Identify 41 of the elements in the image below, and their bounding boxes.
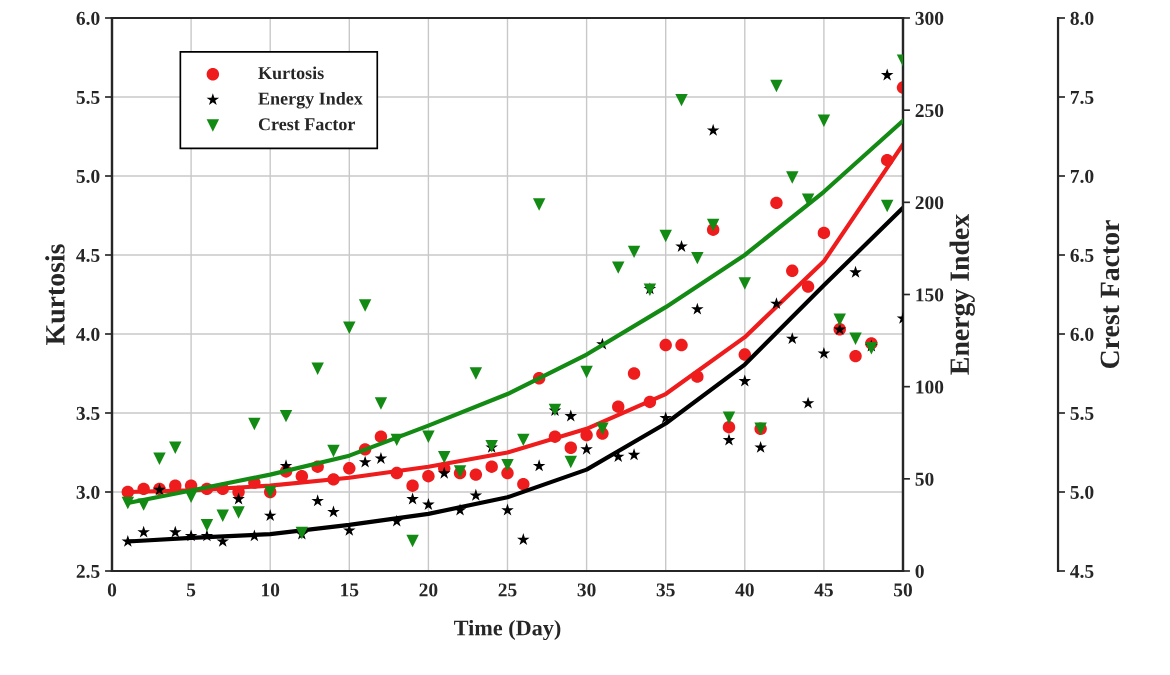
- y3-tick-label: 6.5: [1070, 248, 1094, 263]
- x-tick-label: 20: [419, 583, 438, 597]
- y2-tick-label: 50: [915, 472, 934, 486]
- y-tick-label: 4.0: [76, 327, 100, 342]
- y-tick-label: 5.5: [76, 91, 100, 105]
- x-tick-label: 50: [894, 583, 912, 597]
- x-tick-label: 30: [577, 583, 596, 597]
- y2-tick-label: 300: [915, 11, 944, 25]
- x-tick-label: 15: [341, 583, 359, 597]
- x-tick-label: 40: [735, 583, 754, 597]
- y2-tick-label: 0: [915, 564, 924, 578]
- x-tick-label: 10: [262, 583, 280, 597]
- legend-label: Crest Factor: [258, 118, 356, 131]
- y3-tick-label: 5.0: [1070, 485, 1094, 500]
- y3-tick-label: 5.5: [1070, 407, 1094, 421]
- y-tick-label: 6.0: [76, 11, 100, 26]
- y3-tick-label: 6.0: [1070, 327, 1094, 342]
- legend-label: Kurtosis: [258, 66, 324, 80]
- y-tick-label: 2.5: [76, 564, 100, 579]
- y2-tick-label: 150: [916, 288, 944, 302]
- legend-label: Energy Index: [258, 91, 363, 109]
- y-tick-label: 3.0: [76, 485, 100, 500]
- x-tick-label: 25: [498, 583, 517, 597]
- x-axis-title: Time (Day): [454, 619, 561, 641]
- y-tick-label: 3.5: [76, 406, 100, 421]
- y-tick-label: 5.0: [76, 169, 100, 184]
- y2-tick-label: 250: [915, 103, 944, 118]
- y-tick-label: 4.5: [76, 248, 100, 263]
- x-tick-label: 45: [814, 583, 833, 597]
- y3-tick-label: 7.0: [1070, 169, 1094, 184]
- y-axis-title: Kurtosis: [45, 244, 65, 345]
- y2-tick-label: 100: [916, 380, 944, 394]
- y3-axis-title: Crest Factor: [1100, 220, 1120, 369]
- y2-axis-title: Energy Index: [949, 214, 975, 375]
- y2-tick-label: 200: [915, 196, 944, 210]
- x-tick-label: 0: [107, 583, 117, 597]
- y3-tick-label: 8.0: [1070, 11, 1094, 26]
- x-tick-label: 35: [656, 583, 675, 597]
- y3-tick-label: 4.5: [1070, 564, 1094, 579]
- x-tick-label: 5: [187, 583, 196, 597]
- y3-tick-label: 7.5: [1070, 91, 1094, 105]
